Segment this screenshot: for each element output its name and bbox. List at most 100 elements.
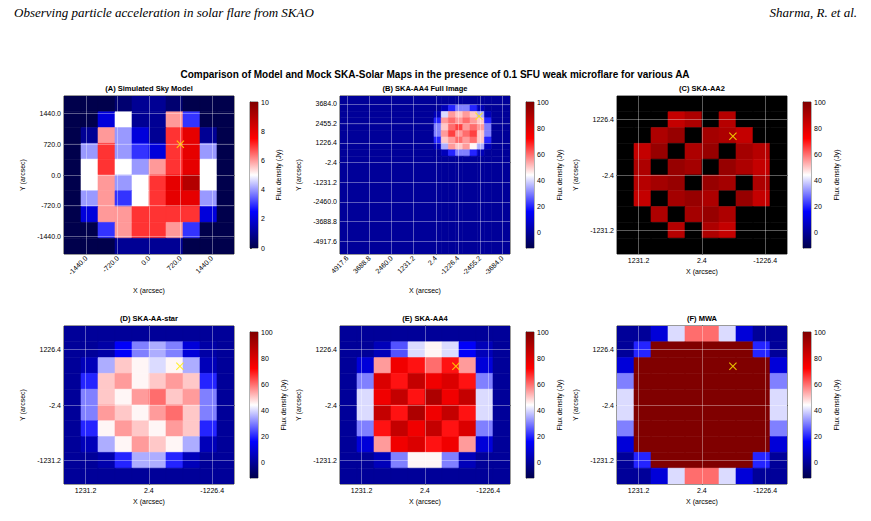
svg-text:(D) SKA-AA-star: (D) SKA-AA-star — [120, 314, 178, 323]
svg-text:0: 0 — [261, 245, 265, 252]
svg-text:2455.2: 2455.2 — [316, 120, 338, 127]
svg-text:Y (arcsec): Y (arcsec) — [572, 389, 580, 421]
svg-text:-1231.2: -1231.2 — [313, 457, 337, 464]
svg-text:-2455.2: -2455.2 — [461, 254, 483, 276]
svg-text:(C) SKA-AA2: (C) SKA-AA2 — [679, 84, 725, 93]
svg-text:-2.4: -2.4 — [325, 159, 337, 166]
svg-text:Y (arcsec): Y (arcsec) — [19, 159, 27, 191]
svg-text:Y (arcsec): Y (arcsec) — [295, 159, 303, 191]
svg-text:80: 80 — [814, 125, 822, 132]
svg-text:Y (arcsec): Y (arcsec) — [572, 159, 580, 191]
svg-text:2: 2 — [261, 215, 265, 222]
svg-text:1226.4: 1226.4 — [316, 139, 338, 146]
svg-text:-4917.6: -4917.6 — [313, 238, 337, 245]
svg-text:-1231.2: -1231.2 — [590, 227, 614, 234]
svg-text:-1231.2: -1231.2 — [590, 457, 614, 464]
svg-text:40: 40 — [537, 177, 545, 184]
svg-text:60: 60 — [814, 151, 822, 158]
svg-text:0: 0 — [814, 229, 818, 236]
svg-text:720.0: 720.0 — [43, 141, 61, 148]
svg-text:20: 20 — [814, 433, 822, 440]
svg-text:80: 80 — [814, 355, 822, 362]
svg-text:40: 40 — [261, 407, 269, 414]
svg-text:60: 60 — [261, 381, 269, 388]
svg-text:-1440.0: -1440.0 — [67, 254, 89, 276]
svg-text:100: 100 — [537, 329, 549, 336]
svg-text:1226.4: 1226.4 — [593, 346, 615, 353]
svg-text:20: 20 — [537, 433, 545, 440]
svg-text:100: 100 — [814, 99, 826, 106]
svg-text:1440.0: 1440.0 — [194, 254, 214, 274]
svg-text:3688.8: 3688.8 — [352, 254, 372, 274]
svg-text:2460.0: 2460.0 — [374, 254, 394, 274]
svg-text:40: 40 — [814, 407, 822, 414]
svg-text:-1440.0: -1440.0 — [37, 233, 61, 240]
svg-text:X (arcsec): X (arcsec) — [686, 498, 718, 506]
svg-text:-2.4: -2.4 — [49, 402, 61, 409]
svg-text:(A) Simulated Sky Model: (A) Simulated Sky Model — [105, 84, 193, 93]
svg-text:Flux density (Jy): Flux density (Jy) — [556, 150, 564, 201]
svg-text:Observing particle acceleratio: Observing particle acceleration in solar… — [14, 5, 314, 20]
svg-text:60: 60 — [537, 381, 545, 388]
svg-text:6: 6 — [261, 157, 265, 164]
svg-text:40: 40 — [537, 407, 545, 414]
svg-text:-1231.2: -1231.2 — [37, 457, 61, 464]
svg-text:20: 20 — [814, 203, 822, 210]
svg-text:2.4: 2.4 — [697, 257, 707, 264]
svg-text:(E) SKA-AA4: (E) SKA-AA4 — [402, 314, 448, 323]
svg-text:Comparison of Model and Mock S: Comparison of Model and Mock SKA-Solar M… — [180, 69, 689, 80]
svg-text:Sharma, R. et al.: Sharma, R. et al. — [770, 5, 857, 20]
svg-text:4: 4 — [261, 186, 265, 193]
svg-text:1226.4: 1226.4 — [316, 346, 338, 353]
svg-text:1226.4: 1226.4 — [593, 116, 615, 123]
svg-text:100: 100 — [814, 329, 826, 336]
svg-text:(F) MWA: (F) MWA — [687, 314, 718, 323]
svg-text:Y (arcsec): Y (arcsec) — [19, 389, 27, 421]
svg-text:40: 40 — [814, 177, 822, 184]
svg-text:-1226.4: -1226.4 — [753, 487, 777, 494]
svg-text:0.0: 0.0 — [51, 172, 61, 179]
svg-text:-2.4: -2.4 — [602, 172, 614, 179]
svg-text:80: 80 — [537, 355, 545, 362]
svg-text:Flux density (Jy): Flux density (Jy) — [833, 380, 841, 431]
svg-text:100: 100 — [537, 99, 549, 106]
svg-text:Flux density (Jy): Flux density (Jy) — [275, 150, 283, 201]
svg-text:1231.2: 1231.2 — [628, 257, 650, 264]
svg-text:2.4: 2.4 — [697, 487, 707, 494]
svg-text:X (arcsec): X (arcsec) — [409, 287, 441, 295]
svg-text:X (arcsec): X (arcsec) — [409, 498, 441, 506]
svg-text:1440.0: 1440.0 — [40, 110, 62, 117]
svg-text:-1226.4: -1226.4 — [439, 254, 461, 276]
svg-text:-1226.4: -1226.4 — [200, 487, 224, 494]
svg-text:-2460.0: -2460.0 — [313, 198, 337, 205]
svg-text:-1226.4: -1226.4 — [753, 257, 777, 264]
svg-text:1231.2: 1231.2 — [628, 487, 650, 494]
svg-text:3684.0: 3684.0 — [316, 100, 338, 107]
svg-text:20: 20 — [537, 203, 545, 210]
svg-text:X (arcsec): X (arcsec) — [133, 498, 165, 506]
svg-text:0: 0 — [537, 229, 541, 236]
svg-text:720.0: 720.0 — [166, 254, 183, 271]
svg-text:1226.4: 1226.4 — [40, 346, 62, 353]
svg-text:Flux density (Jy): Flux density (Jy) — [833, 150, 841, 201]
svg-text:8: 8 — [261, 128, 265, 135]
svg-text:-2.4: -2.4 — [325, 402, 337, 409]
svg-text:0: 0 — [814, 459, 818, 466]
svg-text:1231.2: 1231.2 — [75, 487, 97, 494]
svg-text:4917.6: 4917.6 — [330, 254, 350, 274]
svg-text:Flux density (Jy): Flux density (Jy) — [556, 380, 564, 431]
svg-text:20: 20 — [261, 433, 269, 440]
svg-text:2.4: 2.4 — [426, 254, 438, 266]
svg-text:1231.2: 1231.2 — [396, 254, 416, 274]
svg-text:-1231.2: -1231.2 — [313, 179, 337, 186]
svg-text:0: 0 — [261, 459, 265, 466]
svg-text:10: 10 — [261, 99, 269, 106]
svg-text:(B) SKA-AA4 Full Image: (B) SKA-AA4 Full Image — [382, 84, 467, 93]
svg-text:2.4: 2.4 — [420, 487, 430, 494]
svg-text:1231.2: 1231.2 — [351, 487, 373, 494]
svg-text:-720.0: -720.0 — [41, 202, 61, 209]
svg-text:60: 60 — [537, 151, 545, 158]
svg-text:-3684.0: -3684.0 — [483, 254, 505, 276]
svg-text:100: 100 — [261, 329, 273, 336]
svg-text:X (arcsec): X (arcsec) — [133, 287, 165, 295]
